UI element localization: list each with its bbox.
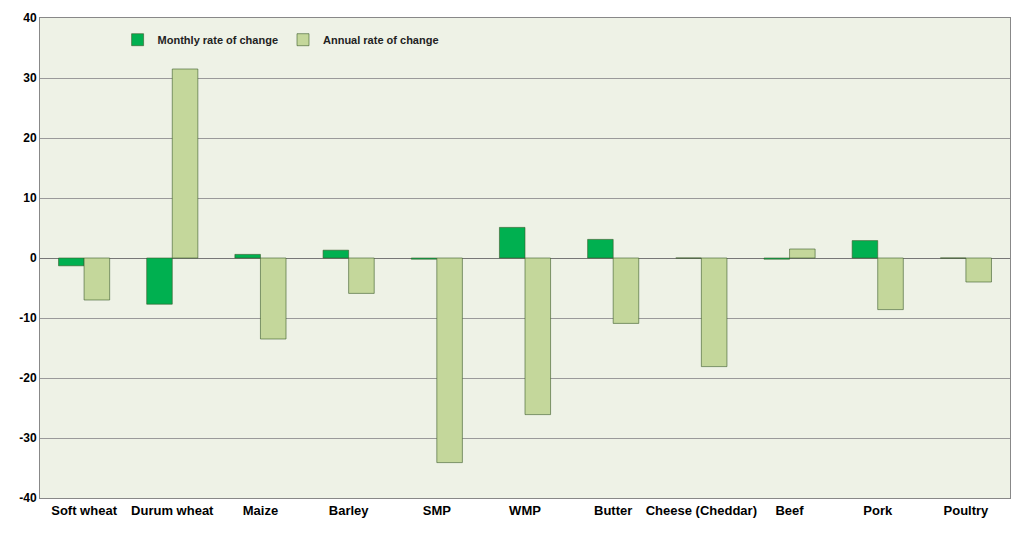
svg-text:Annual rate of change: Annual rate of change: [323, 34, 439, 46]
svg-text:Beef: Beef: [775, 503, 804, 518]
svg-text:30: 30: [23, 71, 37, 85]
svg-text:10: 10: [23, 191, 37, 205]
svg-text:-10: -10: [19, 311, 37, 325]
svg-text:Durum wheat: Durum wheat: [131, 503, 214, 518]
svg-text:Butter: Butter: [594, 503, 632, 518]
svg-text:WMP: WMP: [509, 503, 541, 518]
svg-text:SMP: SMP: [423, 503, 452, 518]
svg-text:Pork: Pork: [863, 503, 893, 518]
svg-text:Cheese (Cheddar): Cheese (Cheddar): [646, 503, 757, 518]
svg-text:20: 20: [23, 131, 37, 145]
svg-text:-20: -20: [19, 371, 37, 385]
svg-text:-40: -40: [19, 491, 37, 505]
svg-text:Barley: Barley: [329, 503, 370, 518]
svg-text:Poultry: Poultry: [944, 503, 990, 518]
svg-text:0: 0: [30, 251, 37, 265]
svg-text:Soft wheat: Soft wheat: [51, 503, 117, 518]
svg-text:-30: -30: [19, 431, 37, 445]
svg-text:40: 40: [23, 11, 37, 25]
svg-text:Monthly rate of change: Monthly rate of change: [158, 34, 278, 46]
svg-text:Maize: Maize: [243, 503, 278, 518]
